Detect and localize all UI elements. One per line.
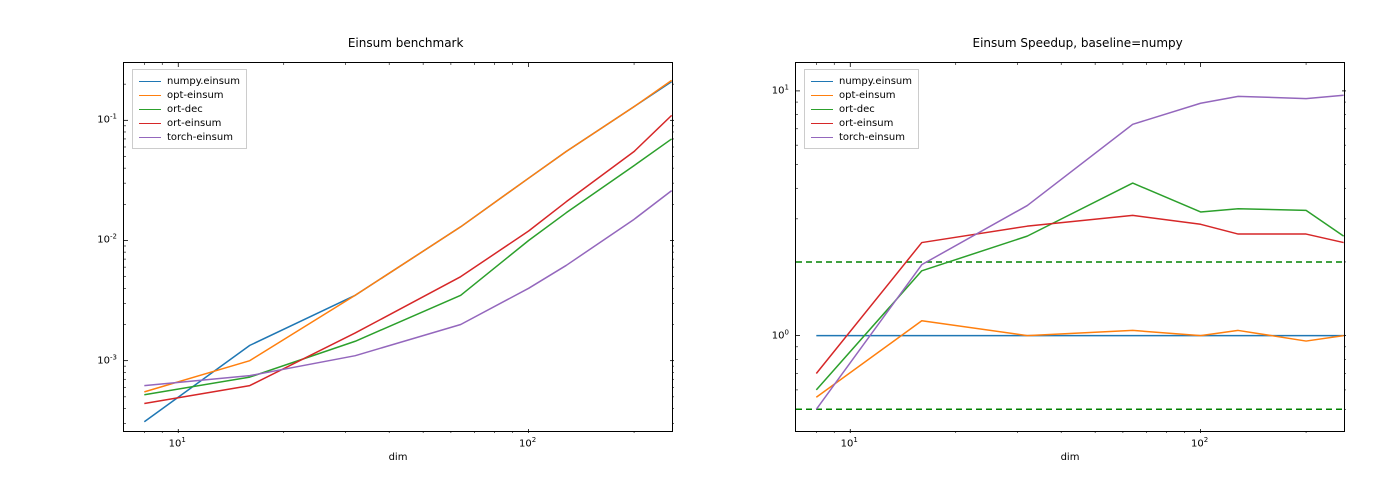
legend-swatch [811, 109, 833, 110]
legend-item: ort-dec [139, 102, 240, 116]
legend-label: torch-einsum [167, 132, 233, 143]
left-chart-area: numpy.einsum opt-einsum ort-dec ort-einsum t… [123, 62, 673, 432]
legend-label: ort-dec [839, 104, 875, 115]
right-xlabel: dim [795, 452, 1345, 463]
x-tick-label: 102 [1191, 436, 1208, 449]
series-ort-einsum [144, 115, 671, 403]
legend-label: opt-einsum [167, 90, 224, 101]
x-tick-label: 102 [519, 436, 536, 449]
y-tick-label: 10-2 [83, 233, 117, 246]
legend-label: ort-einsum [839, 118, 893, 129]
y-tick-label: 10-1 [83, 113, 117, 126]
figure: Einsum benchmark bshn,bthn->bnts -- (2, … [0, 0, 1400, 500]
series-opt-einsum [816, 321, 1343, 397]
y-tick-label: 100 [755, 328, 789, 341]
right-xlabel-text: dim [1061, 452, 1080, 463]
legend-swatch [139, 137, 161, 138]
legend-item: numpy.einsum [139, 74, 240, 88]
legend-swatch [139, 95, 161, 96]
series-ort-dec [144, 139, 671, 395]
legend-swatch [811, 81, 833, 82]
y-tick-label: 10-3 [83, 353, 117, 366]
legend-item: ort-einsum [811, 116, 912, 130]
legend-label: numpy.einsum [839, 76, 912, 87]
legend-label: torch-einsum [839, 132, 905, 143]
left-title-line1: Einsum benchmark [348, 36, 464, 50]
series-torch-einsum [144, 191, 671, 386]
right-chart-area: numpy.einsum opt-einsum ort-dec ort-einsum t… [795, 62, 1345, 432]
right-legend: numpy.einsum opt-einsum ort-dec ort-einsum t… [804, 69, 919, 149]
series-ort-einsum [816, 215, 1343, 373]
legend-item: ort-dec [811, 102, 912, 116]
right-title-line1: Einsum Speedup, baseline=numpy [972, 36, 1182, 50]
legend-label: ort-dec [167, 104, 203, 115]
x-tick-label: 101 [841, 436, 858, 449]
legend-swatch [811, 95, 833, 96]
legend-label: opt-einsum [839, 90, 896, 101]
legend-swatch [811, 123, 833, 124]
legend-item: torch-einsum [811, 130, 912, 144]
series-ort-dec [816, 183, 1343, 390]
y-tick-label: 101 [755, 83, 789, 96]
legend-swatch [811, 137, 833, 138]
left-xlabel-text: dim [389, 452, 408, 463]
legend-label: numpy.einsum [167, 76, 240, 87]
legend-label: ort-einsum [167, 118, 221, 129]
legend-swatch [139, 81, 161, 82]
legend-item: opt-einsum [811, 88, 912, 102]
x-tick-label: 101 [169, 436, 186, 449]
left-legend: numpy.einsum opt-einsum ort-dec ort-einsum t… [132, 69, 247, 149]
legend-item: ort-einsum [139, 116, 240, 130]
legend-item: numpy.einsum [811, 74, 912, 88]
legend-swatch [139, 123, 161, 124]
legend-item: torch-einsum [139, 130, 240, 144]
legend-swatch [139, 109, 161, 110]
legend-item: opt-einsum [139, 88, 240, 102]
left-xlabel: dim [123, 452, 673, 463]
